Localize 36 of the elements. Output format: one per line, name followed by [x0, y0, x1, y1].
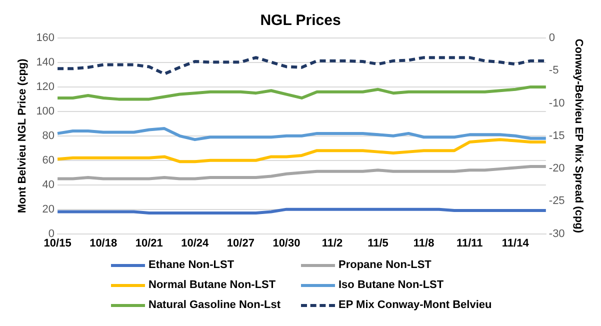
legend-label: EP Mix Conway-Mont Belvieu: [338, 299, 492, 311]
y-tick-label: 0: [48, 228, 55, 240]
x-tick-label: 11/8: [413, 237, 434, 250]
y-tick-label: 60: [42, 154, 55, 166]
x-tick-label: 10/15: [44, 237, 72, 250]
chart-title: NGL Prices: [260, 12, 341, 30]
y-tick-label: 120: [36, 80, 55, 93]
y2-tick-label: -25: [548, 195, 565, 208]
legend-label: Ethane Non-LST: [148, 259, 234, 271]
x-tick-label: 11/2: [322, 237, 343, 250]
x-tick-label: 11/14: [502, 237, 530, 250]
y-tick-label: 40: [42, 178, 55, 191]
legend-label: Normal Butane Non-LST: [148, 279, 276, 291]
legend-label: Propane Non-LST: [338, 259, 432, 271]
y-tick-label: 20: [42, 203, 55, 216]
y-tick-label: 140: [36, 56, 55, 69]
y2-axis-title: Conway-Belvieu EP Mix Spread (cpg): [572, 38, 584, 234]
x-tick-label: 11/5: [368, 237, 388, 250]
legend-label: Natural Gasoline Non-Lst: [148, 299, 281, 311]
x-tick-label: 11/11: [456, 237, 483, 250]
y2-tick-label: -15: [548, 130, 565, 142]
x-tick-label: 10/24: [181, 237, 210, 250]
legend-label: Iso Butane Non-LST: [338, 279, 444, 291]
y-tick-label: 100: [36, 105, 55, 118]
y2-tick-label: -30: [548, 228, 565, 240]
y2-tick-label: -20: [548, 162, 565, 175]
x-tick-label: 10/21: [135, 237, 163, 250]
x-tick-label: 10/30: [272, 237, 300, 250]
x-tick-label: 10/27: [226, 237, 254, 250]
y2-tick-label: 0: [548, 32, 556, 44]
x-tick-label: 10/18: [90, 237, 118, 250]
y-axis-title: Mont Belvieu NGL Price (cpg): [16, 58, 29, 214]
y2-tick-label: -10: [548, 97, 565, 110]
y2-tick-label: -5: [548, 64, 559, 77]
y-tick-label: 160: [36, 32, 55, 44]
y-tick-label: 80: [42, 130, 55, 142]
